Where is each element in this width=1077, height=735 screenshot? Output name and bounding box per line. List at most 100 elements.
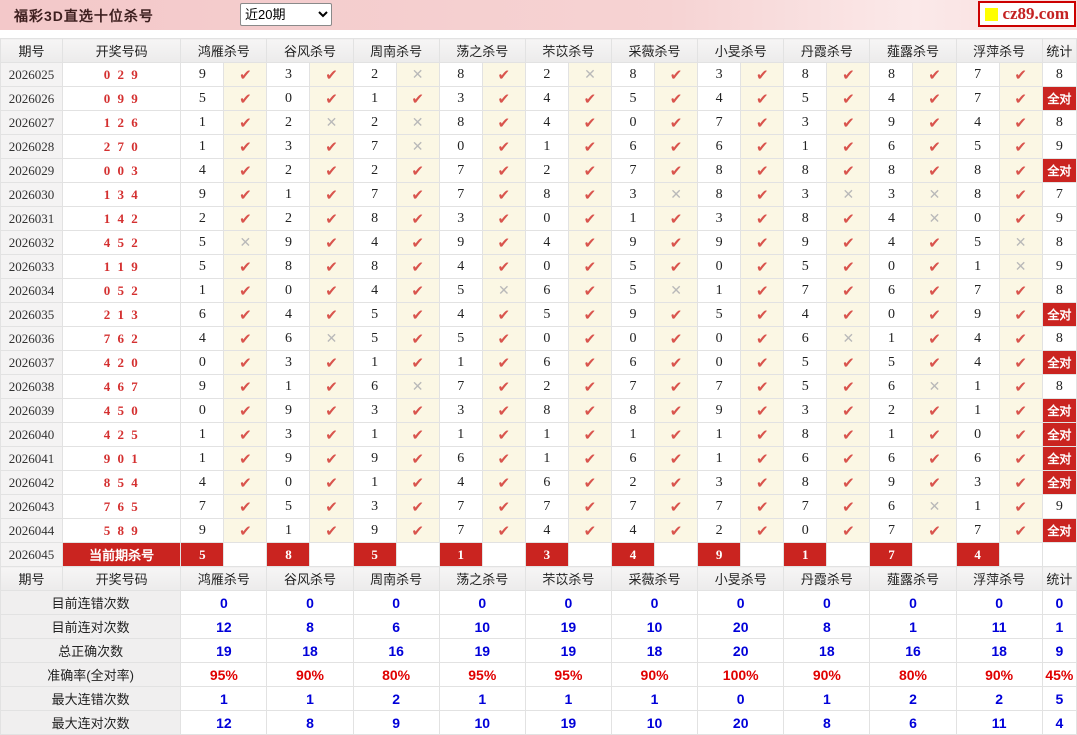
- kill-number-cell: 4: [955, 350, 1000, 375]
- kill-mark-cell: ✔: [740, 254, 785, 279]
- footer-value-cell: 18: [266, 638, 354, 663]
- expert-column-header: 谷风杀号: [266, 38, 354, 63]
- all-correct-badge: 全对: [1041, 302, 1077, 327]
- kill-mark-cell: ✔: [567, 86, 612, 111]
- check-icon: ✔: [669, 354, 683, 372]
- kill-number-cell: 3: [438, 86, 483, 111]
- kill-number-cell: 8: [955, 158, 1000, 183]
- current-kill-mark-cell: [912, 542, 957, 567]
- footer-stat-row: 总正确次数 19 18 16 19 19 18 20 18 16 18 9: [0, 638, 1077, 663]
- check-icon: ✔: [1014, 498, 1027, 516]
- kill-number-cell: 3: [438, 206, 483, 231]
- kill-mark-cell: ✔: [223, 422, 268, 447]
- cross-icon: ✕: [325, 114, 338, 130]
- kill-number-cell: 7: [610, 494, 656, 519]
- footer-value-cell: 2: [352, 686, 440, 711]
- stat-cell: 7: [1041, 182, 1077, 207]
- kill-mark-cell: ✔: [481, 230, 526, 255]
- kill-number-cell: 1: [955, 494, 1000, 519]
- kill-number-cell: 9: [266, 230, 311, 255]
- table-row: 2026029 0 0 3 4 ✔ 2 ✔ 2 ✔ 7 ✔ 2 ✔ 7 ✔ 8 ✔ 8 ✔ 8 ✔ 8 ✔ 全对: [0, 158, 1077, 183]
- drawn-number-cell: 0 0 3: [62, 158, 182, 183]
- check-icon: ✔: [497, 114, 511, 132]
- kill-number-cell: 6: [266, 326, 311, 351]
- period-cell: 2026042: [0, 470, 64, 495]
- kill-mark-cell: ✔: [567, 134, 612, 159]
- kill-mark-cell: ✕: [309, 110, 354, 135]
- check-icon: ✔: [325, 162, 338, 180]
- kill-number-cell: 7: [955, 518, 1000, 543]
- check-icon: ✔: [325, 378, 338, 396]
- kill-number-cell: 8: [783, 470, 828, 495]
- kill-mark-cell: ✔: [912, 470, 957, 495]
- site-logo[interactable]: cz89.com: [978, 1, 1076, 27]
- period-cell: 2026034: [0, 278, 64, 303]
- current-kill-label: 当前期杀号: [62, 542, 182, 567]
- footer-value-cell: 0: [266, 590, 354, 615]
- kill-number-cell: 0: [266, 86, 311, 111]
- current-kill-number-cell: 1: [783, 542, 828, 567]
- kill-number-cell: 0: [438, 134, 483, 159]
- drawn-number-cell: 0 2 9: [62, 62, 182, 87]
- footer-value-cell: 90%: [783, 662, 871, 687]
- drawn-column-header: 开奖号码: [62, 38, 182, 63]
- check-icon: ✔: [755, 474, 769, 492]
- kill-number-cell: 6: [783, 326, 828, 351]
- check-icon: ✔: [755, 402, 769, 420]
- table-row: 2026026 0 9 9 5 ✔ 0 ✔ 1 ✔ 3 ✔ 4 ✔ 5 ✔ 4 ✔ 5 ✔ 4 ✔ 7 ✔ 全对: [0, 86, 1077, 111]
- check-icon: ✔: [325, 474, 338, 492]
- check-icon: ✔: [583, 330, 597, 348]
- kill-mark-cell: ✔: [223, 374, 268, 399]
- footer-value-cell: 10: [610, 614, 699, 639]
- kill-number-cell: 7: [438, 182, 483, 207]
- kill-mark-cell: ✔: [395, 254, 440, 279]
- kill-number-cell: 4: [180, 158, 225, 183]
- period-cell: 2026026: [0, 86, 64, 111]
- kill-mark-cell: ✔: [826, 422, 871, 447]
- kill-mark-cell: ✔: [912, 158, 957, 183]
- footer-value-cell: 8: [783, 710, 871, 735]
- kill-mark-cell: ✔: [309, 374, 354, 399]
- drawn-number-cell: 7 6 2: [62, 326, 182, 351]
- drawn-number-cell: 0 9 9: [62, 86, 182, 111]
- kill-mark-cell: ✔: [654, 470, 699, 495]
- kill-mark-cell: ✔: [826, 494, 871, 519]
- stat-cell: 9: [1041, 134, 1077, 159]
- current-kill-number-cell: 3: [524, 542, 569, 567]
- footer-value-cell: 1: [869, 614, 957, 639]
- check-icon: ✔: [239, 162, 252, 180]
- kill-mark-cell: ✔: [567, 494, 612, 519]
- check-icon: ✔: [928, 114, 941, 132]
- kill-number-cell: 9: [610, 230, 656, 255]
- kill-number-cell: 5: [955, 134, 1000, 159]
- kill-number-cell: 0: [610, 326, 656, 351]
- table-row: 2026043 7 6 5 7 ✔ 5 ✔ 3 ✔ 7 ✔ 7 ✔ 7 ✔ 7 ✔ 7 ✔ 6 ✕ 1 ✔ 9: [0, 494, 1077, 519]
- period-range-select[interactable]: 近20期: [240, 3, 332, 26]
- check-icon: ✔: [669, 210, 683, 228]
- kill-mark-cell: ✔: [654, 110, 699, 135]
- check-icon: ✔: [583, 522, 597, 540]
- table-row: 2026033 1 1 9 5 ✔ 8 ✔ 8 ✔ 4 ✔ 0 ✔ 5 ✔ 0 ✔ 5 ✔ 0 ✔ 1 ✕ 9: [0, 254, 1077, 279]
- check-icon: ✔: [583, 498, 597, 516]
- check-icon: ✔: [325, 426, 338, 444]
- check-icon: ✔: [583, 234, 597, 252]
- check-icon: ✔: [1014, 402, 1027, 420]
- kill-mark-cell: ✔: [912, 134, 957, 159]
- kill-mark-cell: ✔: [998, 206, 1043, 231]
- check-icon: ✔: [669, 258, 683, 276]
- check-icon: ✔: [669, 234, 683, 252]
- kill-mark-cell: ✔: [567, 158, 612, 183]
- check-icon: ✔: [411, 330, 424, 348]
- kill-mark-cell: ✔: [223, 134, 268, 159]
- check-icon: ✔: [755, 138, 769, 156]
- table-row: 2026031 1 4 2 2 ✔ 2 ✔ 8 ✔ 3 ✔ 0 ✔ 1 ✔ 3 ✔ 8 ✔ 4 ✕ 0 ✔ 9: [0, 206, 1077, 231]
- kill-number-cell: 7: [697, 110, 742, 135]
- kill-number-cell: 5: [180, 254, 225, 279]
- kill-number-cell: 1: [697, 422, 742, 447]
- kill-number-cell: 9: [180, 374, 225, 399]
- expert-column-header: 周南杀号: [352, 566, 440, 591]
- kill-number-cell: 3: [610, 182, 656, 207]
- kill-mark-cell: ✕: [395, 134, 440, 159]
- kill-number-cell: 1: [352, 350, 397, 375]
- kill-number-cell: 7: [955, 86, 1000, 111]
